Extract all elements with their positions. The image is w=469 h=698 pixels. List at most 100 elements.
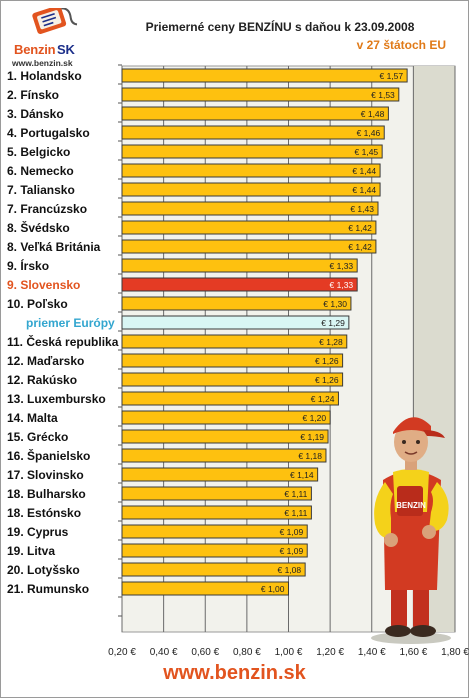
category-label: 9. Írsko	[7, 258, 49, 273]
chart-title: Priemerné ceny BENZÍNU s daňou k 23.09.2…	[145, 20, 415, 34]
bar	[121, 201, 379, 216]
bar-value-label: € 1,26	[315, 356, 339, 366]
bar-value-label: € 1,42	[348, 223, 372, 233]
footer-url[interactable]: www.benzin.sk	[163, 662, 306, 684]
x-tick-label: 0,20 €	[108, 647, 136, 658]
bar-value-label: € 1,33	[330, 280, 354, 290]
bar	[121, 144, 383, 159]
bar-value-label: € 1,19	[300, 432, 324, 442]
bar-value-label: € 1,09	[280, 527, 304, 537]
bar-value-label: € 1,53	[371, 90, 395, 100]
bar	[121, 182, 381, 197]
x-tick-label: 1,60 €	[399, 647, 427, 658]
bar	[121, 334, 348, 349]
category-label: 3. Dánsko	[7, 107, 64, 121]
bar	[121, 277, 358, 292]
category-label: 9. Slovensko	[7, 278, 80, 292]
bar-value-label: € 1,18	[298, 451, 322, 461]
bar-value-label: € 1,14	[290, 470, 314, 480]
x-tick-label: 0,60 €	[191, 647, 219, 658]
category-label: 8. Švédsko	[7, 220, 70, 235]
category-label: 18. Bulharsko	[7, 487, 86, 501]
bar	[121, 87, 400, 102]
logo-benzin-text: Benzin	[14, 42, 56, 57]
bar-value-label: € 1,11	[284, 489, 307, 499]
logo-url-text: www.benzin.sk	[12, 58, 73, 68]
category-label: 18. Estónsko	[7, 506, 81, 520]
bar	[121, 486, 312, 501]
bar	[121, 220, 377, 235]
category-label: 17. Slovinsko	[7, 468, 84, 482]
category-label: 10. Poľsko	[7, 297, 68, 311]
bar	[121, 410, 331, 425]
bar	[121, 353, 344, 368]
bar	[121, 163, 381, 178]
bar-value-label: € 1,30	[323, 299, 347, 309]
bar	[121, 296, 352, 311]
bar	[121, 448, 327, 463]
bar-value-label: € 1,29	[321, 318, 345, 328]
bar	[121, 68, 408, 83]
x-tick-label: 1,20 €	[316, 647, 344, 658]
category-label: 12. Rakúsko	[7, 373, 77, 387]
category-label: 1. Holandsko	[7, 69, 82, 83]
bar	[121, 315, 350, 330]
category-label: 20. Lotyšsko	[7, 563, 80, 577]
category-label: 5. Belgicko	[7, 145, 70, 159]
x-tick-label: 1,80 €	[441, 647, 469, 658]
bar-value-label: € 1,11	[284, 508, 307, 518]
chart-subtitle: v 27 štátoch EU	[356, 38, 446, 52]
x-tick-label: 1,00 €	[275, 647, 303, 658]
bar-value-label: € 1,26	[315, 375, 339, 385]
bar-value-label: € 1,46	[357, 128, 381, 138]
bar-value-label: € 1,48	[361, 109, 385, 119]
bar-value-label: € 1,08	[278, 565, 302, 575]
category-label: 14. Malta	[7, 411, 58, 425]
bar	[121, 125, 385, 140]
fuel-pump-logo-icon	[32, 5, 78, 34]
bar	[121, 581, 289, 596]
bar-value-label: € 1,45	[355, 147, 379, 157]
category-label: 4. Portugalsko	[7, 126, 90, 140]
category-label: 12. Maďarsko	[7, 354, 84, 368]
category-label: 6. Nemecko	[7, 164, 74, 178]
svg-text:BENZIN: BENZIN	[396, 501, 426, 510]
bar-value-label: € 1,57	[379, 71, 403, 81]
category-label: priemer Európy	[26, 316, 115, 330]
bar-value-label: € 1,28	[319, 337, 343, 347]
bar-value-label: € 1,00	[261, 584, 285, 594]
category-label: 7. Taliansko	[7, 183, 75, 197]
x-tick-label: 0,40 €	[150, 647, 178, 658]
bar-value-label: € 1,42	[348, 242, 372, 252]
bar	[121, 505, 312, 520]
bar	[121, 467, 319, 482]
category-label: 7. Francúzsko	[7, 202, 87, 216]
bar	[121, 391, 339, 406]
x-tick-label: 0,80 €	[233, 647, 261, 658]
category-label: 13. Luxembursko	[7, 392, 106, 406]
x-tick-label: 1,40 €	[358, 647, 386, 658]
category-label: 19. Cyprus	[7, 525, 69, 539]
logo-sk-text: SK	[57, 42, 75, 57]
category-label: 11. Česká republika	[7, 334, 119, 349]
bar-value-label: € 1,09	[280, 546, 304, 556]
bar	[121, 106, 389, 121]
bar	[121, 429, 329, 444]
bar	[121, 239, 377, 254]
category-label: 19. Litva	[7, 544, 55, 558]
category-label: 21. Rumunsko	[7, 582, 89, 596]
mechanic-mascot-icon: BENZIN	[371, 417, 451, 644]
bar	[121, 524, 308, 539]
bar	[121, 258, 358, 273]
category-label: 15. Grécko	[7, 430, 68, 444]
category-label: 2. Fínsko	[7, 88, 59, 102]
category-label: 8. Veľká Británia	[7, 240, 101, 254]
bar	[121, 562, 306, 577]
category-label: 16. Španielsko	[7, 448, 90, 463]
bar-value-label: € 1,20	[302, 413, 326, 423]
bar	[121, 372, 344, 387]
benzin-sk-logo[interactable]: Benzin SK www.benzin.sk	[4, 5, 88, 70]
bar-value-label: € 1,33	[330, 261, 354, 271]
bar-value-label: € 1,44	[352, 185, 376, 195]
bar-value-label: € 1,43	[350, 204, 374, 214]
